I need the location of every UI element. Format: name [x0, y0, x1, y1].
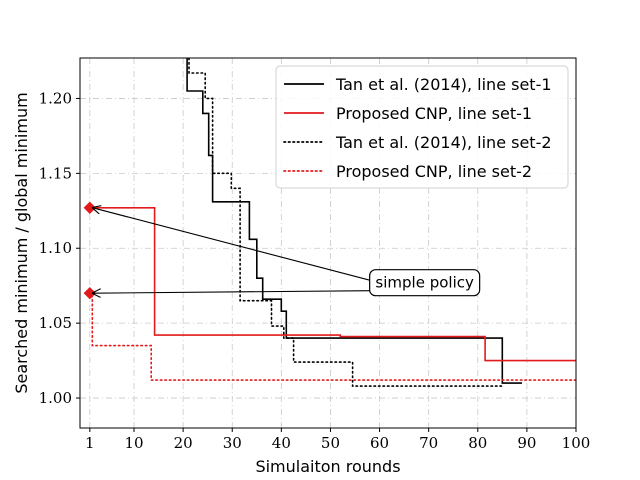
x-axis-label: Simulaiton rounds	[255, 457, 400, 476]
x-tick-label: 1	[85, 434, 95, 452]
ticks: 1 10 20 30 40 50 60 70 80 90 100 1.00 1.05 1.10 1.15 1.…	[39, 89, 591, 452]
annotation-text: simple policy	[375, 274, 474, 292]
x-tick-label: 40	[272, 434, 291, 452]
y-tick-label: 1.15	[39, 164, 72, 182]
legend-label-2: Proposed CNP, line set-1	[336, 104, 532, 123]
x-tick-label: 20	[174, 434, 193, 452]
x-tick-label: 50	[321, 434, 340, 452]
plot-frame	[79, 57, 577, 429]
legend-label-4: Proposed CNP, line set-2	[336, 162, 532, 181]
series-line-1	[186, 58, 522, 384]
legend-label-1: Tan et al. (2014), line set-1	[335, 75, 552, 94]
y-tick-label: 1.00	[39, 389, 72, 407]
x-tick-label: 10	[124, 434, 143, 452]
annotation-box	[369, 269, 481, 297]
annotation-arrow	[93, 291, 372, 293]
x-tick-label: 80	[468, 434, 487, 452]
x-tick-label: 70	[419, 434, 438, 452]
legend-box	[275, 65, 569, 189]
x-tick-label: 60	[370, 434, 389, 452]
series-line-2	[89, 207, 576, 362]
x-tick-label: 30	[223, 434, 242, 452]
y-axis-label: Searched minimum / global minimum	[12, 92, 31, 393]
legend-label-3: Tan et al. (2014), line set-2	[335, 133, 552, 152]
x-tick-label: 90	[517, 434, 536, 452]
y-tick-label: 1.10	[39, 239, 72, 257]
annotation: simple policy	[93, 208, 481, 297]
y-tick-label: 1.05	[39, 314, 72, 332]
y-tick-label: 1.20	[39, 89, 72, 107]
x-tick-label: 100	[562, 434, 591, 452]
annotation-arrow	[93, 208, 372, 282]
series-line-3	[188, 58, 504, 387]
legend: Tan et al. (2014), line set-1 Proposed CN…	[275, 65, 569, 189]
